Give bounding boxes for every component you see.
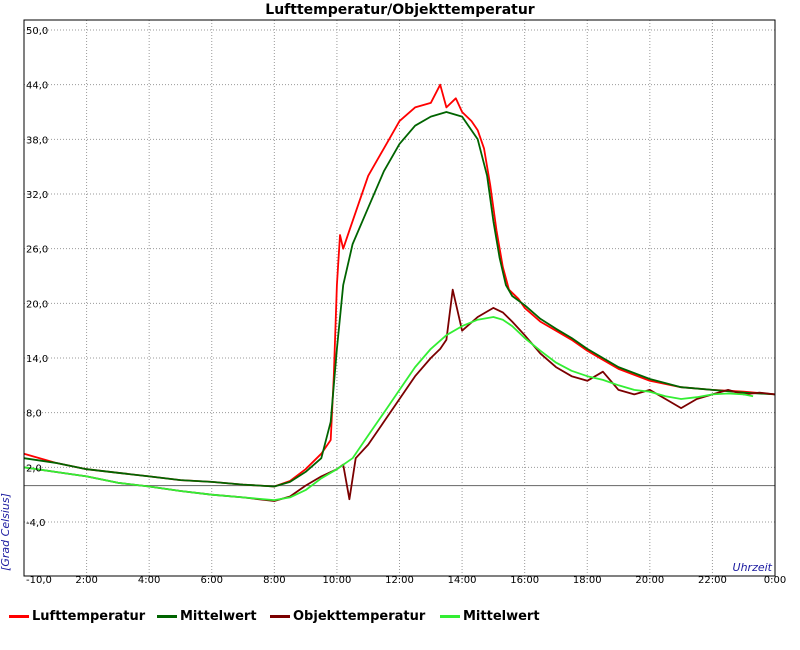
x-tick-label: 20:00 — [635, 575, 664, 586]
y-tick-label: 8,0 — [26, 409, 42, 420]
legend-swatch — [9, 614, 29, 618]
x-axis-label: Uhrzeit — [733, 561, 773, 574]
legend-item-mittelwert-2: Mittelwert — [440, 606, 540, 626]
y-tick-label: 44,0 — [26, 81, 48, 92]
legend-label: Lufttemperatur — [32, 608, 146, 624]
x-tick-label: 8:00 — [263, 575, 285, 586]
x-axis-ticks: -10,0 2:00 4:00 6:00 8:00 10:00 12:00 14:00 16:0… — [26, 575, 786, 586]
x-tick-label: 10:00 — [323, 575, 352, 586]
legend-label: Mittelwert — [463, 608, 540, 624]
y-tick-label: 50,0 — [26, 26, 48, 37]
y-tick-label: 20,0 — [26, 299, 48, 310]
series-line-1 — [23, 111, 776, 488]
x-tick-label: 22:00 — [698, 575, 727, 586]
y-axis-label: [Grad Celsius] — [0, 493, 12, 571]
x-tick-label: 6:00 — [201, 575, 223, 586]
y-tick-label: 32,0 — [26, 190, 48, 201]
chart-title: Lufttemperatur/Objekttemperatur — [265, 2, 535, 18]
y-axis-ticks: 50,0 44,0 38,0 32,0 26,0 20,0 14,0 8,0 2,0 -4,0 — [26, 26, 48, 529]
legend-item-mittelwert-1: Mittelwert — [157, 606, 257, 626]
legend-swatch — [157, 614, 177, 618]
legend-label: Mittelwert — [180, 608, 257, 624]
x-tick-label: 4:00 — [138, 575, 160, 586]
plot-frame — [23, 19, 776, 577]
series-line-3 — [23, 316, 754, 502]
y-tick-label: 2,0 — [26, 463, 42, 474]
x-tick-label: 2:00 — [75, 575, 97, 586]
x-tick-label: 16:00 — [510, 575, 539, 586]
x-tick-label: 14:00 — [448, 575, 477, 586]
legend: Lufttemperatur Mittelwert Objekttemperat… — [0, 606, 800, 628]
legend-label: Objekttemperatur — [293, 608, 426, 624]
legend-item-objekttemperatur: Objekttemperatur — [270, 606, 425, 626]
series-lines — [23, 83, 776, 502]
grid — [24, 20, 775, 576]
legend-swatch — [270, 614, 290, 618]
x-tick-label: -10,0 — [26, 575, 52, 586]
x-tick-label: 12:00 — [385, 575, 414, 586]
y-tick-label: -4,0 — [26, 518, 46, 529]
y-tick-label: 26,0 — [26, 245, 48, 256]
legend-swatch — [440, 614, 460, 618]
x-tick-label: 18:00 — [573, 575, 602, 586]
y-tick-label: 38,0 — [26, 135, 48, 146]
x-tick-label: 0:00 — [764, 575, 786, 586]
y-tick-label: 14,0 — [26, 354, 48, 365]
legend-item-lufttemperatur: Lufttemperatur — [9, 606, 145, 626]
